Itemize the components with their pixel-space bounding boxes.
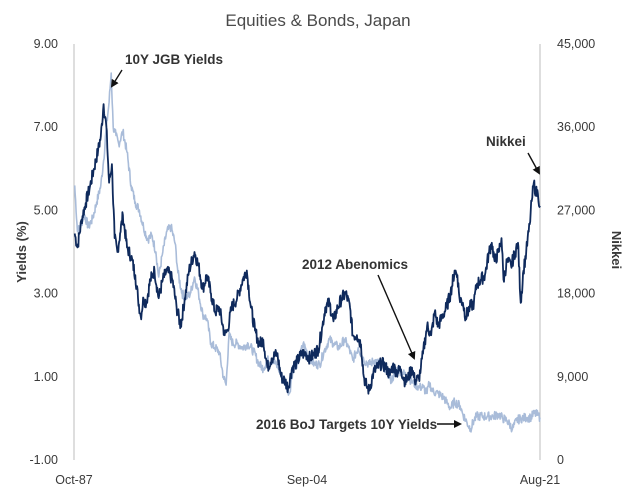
annotation-abenomics: 2012 Abenomics [302,257,408,272]
chart-title: Equities & Bonds, Japan [225,11,410,30]
left-tick-label: 3.00 [34,287,58,301]
left-axis-ticks: 9.00 7.00 5.00 3.00 1.00 -1.00 [30,37,59,467]
x-axis-ticks: Oct-87 Sep-04 Aug-21 [55,473,560,487]
right-tick-label: 45,000 [557,37,595,51]
right-axis-ticks: 45,000 36,000 27,000 18,000 9,000 0 [557,37,595,467]
annotation-jgb-yields: 10Y JGB Yields [125,52,223,67]
left-tick-label: 1.00 [34,370,58,384]
series-line-jgb-yields [73,72,541,433]
annotation-jgb-arrow [110,69,123,88]
annotation-abenomics-arrow [377,274,416,360]
series-line-nikkei [73,103,541,395]
x-tick-label: Oct-87 [55,473,93,487]
left-tick-label: 7.00 [34,120,58,134]
annotation-nikkei-arrow [527,152,540,175]
left-tick-label: -1.00 [30,453,59,467]
left-axis-label: Yields (%) [14,221,29,283]
x-tick-label: Sep-04 [287,473,327,487]
right-tick-label: 18,000 [557,287,595,301]
right-tick-label: 0 [557,453,564,467]
right-tick-label: 36,000 [557,120,595,134]
left-tick-label: 5.00 [34,203,58,217]
right-axis-label: Nikkei [609,231,624,269]
left-tick-label: 9.00 [34,37,58,51]
x-tick-label: Aug-21 [520,473,560,487]
right-tick-label: 9,000 [557,370,588,384]
annotation-nikkei: Nikkei [486,134,526,149]
right-tick-label: 27,000 [557,203,595,217]
annotation-boj-targets: 2016 BoJ Targets 10Y Yields [256,417,437,432]
